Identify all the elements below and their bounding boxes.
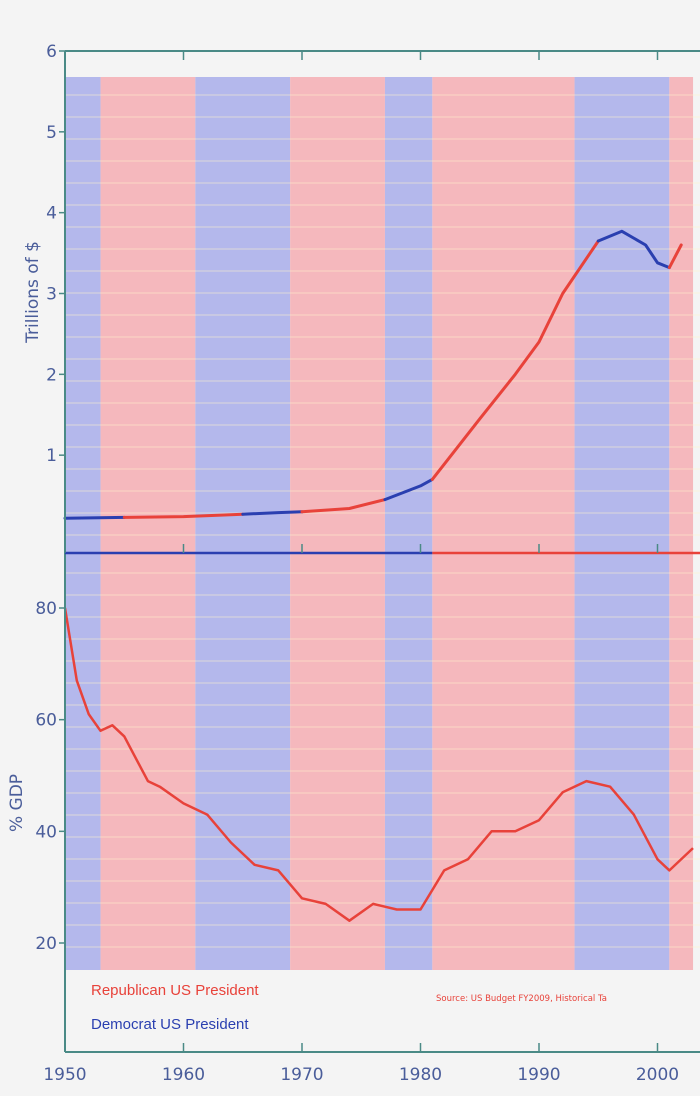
band-democrat-6 — [574, 77, 670, 970]
tick-labels: 1950 1960 1970 1980 1990 2000 1 2 3 4 5 6 20 40 60 80 — [35, 42, 679, 1085]
debt-trillions-line-segment-7 — [667, 243, 683, 270]
top-gridlines — [65, 94, 700, 536]
band-democrat-4 — [384, 77, 433, 970]
band-republican-1 — [100, 77, 196, 970]
debt-trillions-line-segment-5 — [430, 239, 600, 481]
legend-republican: Republican US President — [91, 982, 259, 999]
bottom-y-axis-label: % GDP — [7, 774, 27, 832]
x-tick-label: 1970 — [280, 1065, 323, 1085]
band-republican-3 — [290, 77, 385, 970]
top-y-axis-label: Trillions of $ — [23, 241, 43, 344]
debt-trillions-line-segment-6 — [596, 229, 671, 270]
band-democrat-2 — [195, 77, 291, 970]
x-tick-label: 1990 — [517, 1065, 560, 1085]
y-tick-label-bottom: 20 — [35, 934, 57, 954]
debt-trillions-line-segment-4 — [383, 477, 434, 502]
debt-trillions-line-segment-3 — [300, 498, 387, 514]
debt-trillions-line-segment-0 — [63, 515, 126, 520]
axes — [59, 50, 700, 1053]
band-republican-7 — [669, 77, 694, 970]
y-tick-label-bottom: 60 — [35, 711, 57, 731]
source-note: Source: US Budget FY2009, Historical Ta — [436, 994, 607, 1004]
y-tick-label-top: 5 — [46, 123, 57, 143]
series-lines — [63, 229, 694, 922]
debt-gdp-line — [63, 607, 694, 922]
y-tick-label-top: 2 — [46, 365, 57, 385]
x-tick-label: 1960 — [162, 1065, 205, 1085]
y-tick-label-bottom: 80 — [35, 599, 57, 619]
y-tick-label-bottom: 40 — [35, 822, 57, 842]
debt-trillions-line-segment-2 — [241, 510, 304, 516]
y-tick-label-top: 6 — [46, 42, 57, 62]
legend-democrat: Democrat US President — [91, 1016, 249, 1033]
debt-trillions-line-segment-1 — [122, 512, 245, 519]
x-tick-label: 2000 — [636, 1065, 679, 1085]
x-tick-label: 1950 — [43, 1065, 86, 1085]
band-republican-5 — [432, 77, 575, 970]
presidency-bands — [65, 77, 694, 970]
band-democrat-0 — [65, 77, 101, 970]
y-tick-label-top: 1 — [46, 446, 57, 466]
x-tick-label: 1980 — [399, 1065, 442, 1085]
y-tick-label-top: 3 — [46, 285, 57, 305]
bottom-gridlines — [65, 572, 700, 948]
y-tick-label-top: 4 — [46, 204, 57, 224]
